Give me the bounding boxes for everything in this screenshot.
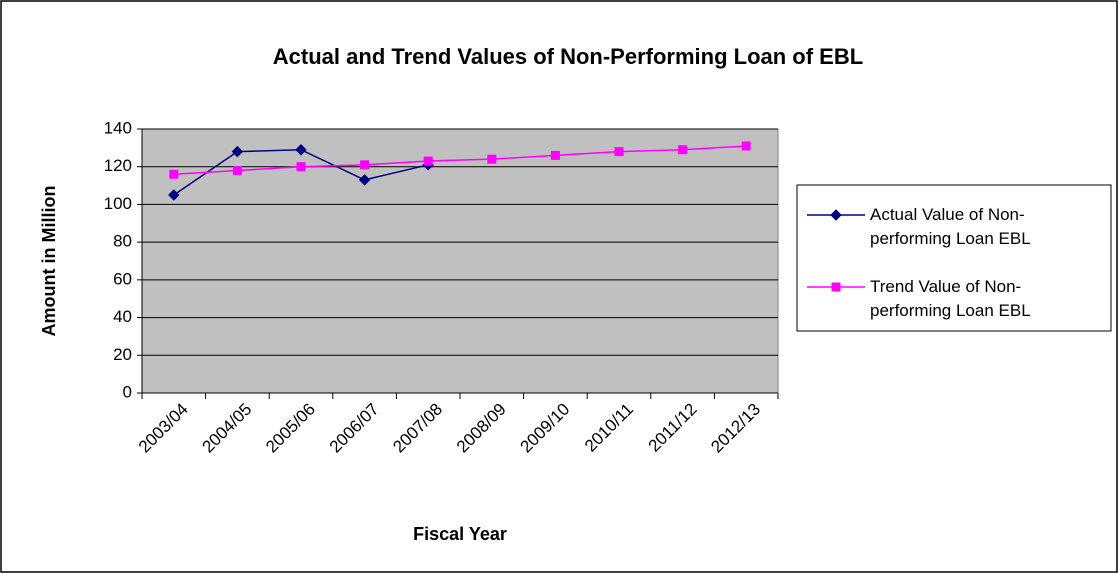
data-point	[487, 154, 497, 164]
data-point	[231, 145, 244, 158]
data-point	[423, 156, 433, 166]
legend-marker	[830, 209, 842, 221]
data-point	[296, 162, 306, 172]
plot-area	[141, 128, 779, 394]
data-point	[741, 141, 751, 151]
y-tick-label: 100	[104, 194, 132, 213]
y-tick-label: 80	[113, 232, 132, 251]
x-axis-label: Fiscal Year	[413, 524, 507, 544]
data-point	[168, 189, 180, 201]
series-line	[173, 145, 747, 176]
chart-title: Actual and Trend Values of Non-Performin…	[273, 44, 863, 69]
y-axis-label: Amount in Million	[39, 186, 59, 337]
y-tick-label: 0	[123, 382, 132, 401]
legend-label: Trend Value of Non-performing Loan EBL	[870, 277, 1031, 320]
y-tick-label: 120	[104, 156, 132, 175]
data-point	[295, 144, 307, 156]
y-tick-label: 140	[104, 118, 132, 137]
y-tick-label: 60	[113, 269, 132, 288]
legend-marker	[831, 282, 841, 292]
data-point	[358, 174, 371, 186]
data-point	[614, 147, 624, 157]
y-tick-label: 40	[113, 307, 132, 326]
data-point	[232, 165, 242, 175]
legend-label: Actual Value of Non-performing Loan EBL	[870, 205, 1031, 248]
y-tick-label: 20	[113, 345, 132, 364]
data-point	[360, 160, 370, 170]
data-point	[550, 150, 560, 160]
data-point	[678, 145, 688, 155]
legend-box	[796, 184, 1112, 332]
data-point	[169, 169, 179, 179]
